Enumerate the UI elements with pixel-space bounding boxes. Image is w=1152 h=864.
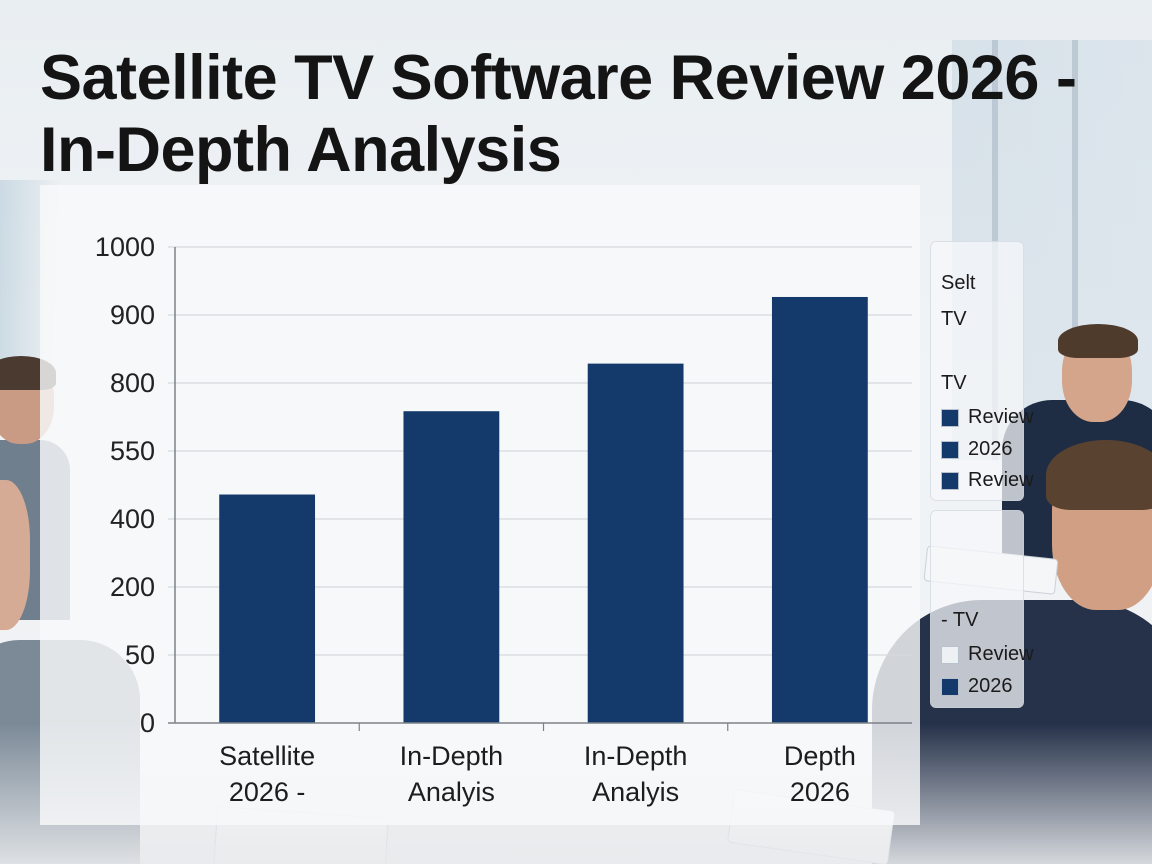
person-left2-head <box>0 480 30 630</box>
y-tick-label: 800 <box>110 368 155 398</box>
person-right-hair <box>1058 324 1138 358</box>
legend-label: Review <box>968 643 1034 665</box>
legend-swatch <box>941 677 959 696</box>
x-category-label: In-Depth <box>584 741 688 771</box>
x-category-label: Satellite <box>219 741 315 771</box>
bar <box>587 363 684 723</box>
legend-swatch <box>941 440 959 459</box>
legend-label: Review <box>968 406 1034 428</box>
legend-swatch <box>941 645 959 664</box>
legend-text: TV <box>941 372 967 394</box>
y-tick-label: 400 <box>110 504 155 534</box>
y-tick-label: 550 <box>110 436 155 466</box>
legend-bottom: - TV Review 2026 <box>930 510 1034 708</box>
legend-top: Selt TV TV Review 2026 Review <box>930 241 1034 501</box>
legend-swatch <box>941 471 959 490</box>
y-tick-label: 900 <box>110 300 155 330</box>
legend-item: Review <box>941 643 1034 666</box>
legend-item: 2026 <box>941 675 1013 698</box>
x-category-label: Depth <box>784 741 856 771</box>
x-category-label: Analyis <box>408 777 495 807</box>
legend-item: Review <box>941 406 1034 429</box>
x-category-labels: Satellite 2026 - In-Depth Analyis In-Depth An… <box>219 741 856 807</box>
bar <box>771 296 868 723</box>
y-tick-label: 200 <box>110 572 155 602</box>
bar <box>403 411 500 723</box>
legend-label: 2026 <box>968 675 1013 697</box>
y-tick-label: 1000 <box>95 232 155 262</box>
legend-text: Selt <box>941 272 976 294</box>
chart-title: Satellite TV Software Review 2026 - In-D… <box>40 43 1077 185</box>
person-right2-hair <box>1046 440 1152 510</box>
legend-text: TV <box>941 308 967 330</box>
y-tick-label: 50 <box>125 640 155 670</box>
legend-text: - TV <box>941 609 979 631</box>
legend-swatch <box>941 408 959 427</box>
x-category-label: 2026 <box>790 777 850 807</box>
y-tick-label: 0 <box>140 708 155 738</box>
legend-label: 2026 <box>968 438 1013 460</box>
legend-label: Review <box>968 469 1034 491</box>
legend-item: 2026 <box>941 438 1013 461</box>
bars <box>219 296 868 723</box>
axes <box>168 247 912 731</box>
y-tick-labels: 1000 900 800 550 400 200 50 0 <box>95 232 155 738</box>
bar <box>219 494 316 723</box>
legend-item: Review <box>941 469 1034 492</box>
x-category-label: Analyis <box>592 777 679 807</box>
x-category-label: In-Depth <box>400 741 504 771</box>
x-category-label: 2026 - <box>229 777 306 807</box>
